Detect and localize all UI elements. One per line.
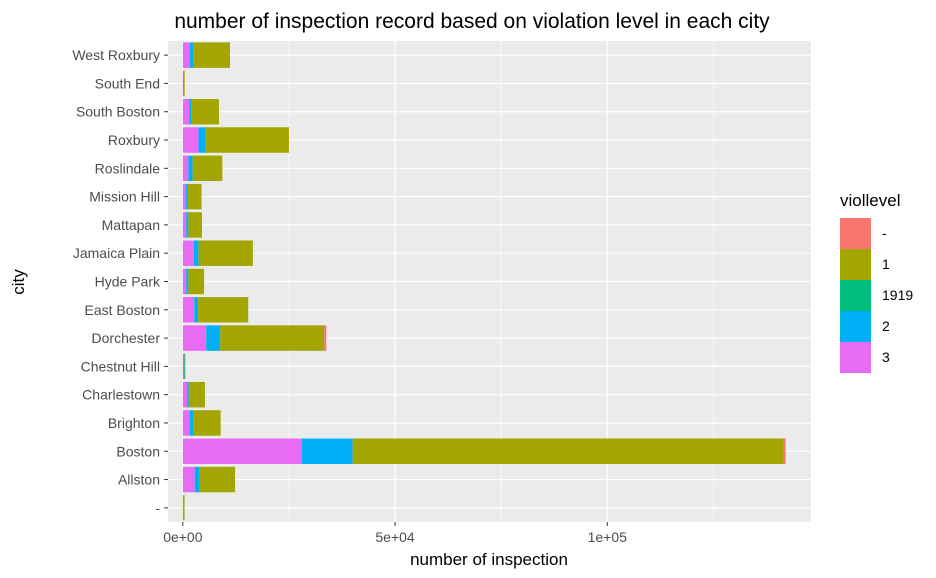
bar-segment — [191, 99, 219, 125]
bar-segment — [182, 495, 185, 521]
bar-segment — [220, 325, 325, 351]
bar-segment — [198, 240, 253, 266]
y-tick-label: Roslindale — [95, 160, 161, 176]
bar-segment — [182, 127, 199, 153]
x-tick-label: 1e+05 — [588, 529, 628, 545]
y-tick-label: - — [155, 500, 160, 516]
bar-segment — [182, 466, 195, 493]
bar-segment — [205, 127, 289, 153]
y-axis: - Allston Boston Brighton Charlestown Chestnu… — [72, 47, 168, 516]
y-tick-label: Charlestown — [82, 387, 160, 403]
bar-segment — [206, 325, 221, 351]
bar-segment — [182, 183, 186, 210]
legend: viollevel - 1 1919 2 3 — [840, 191, 913, 373]
bar-segment — [193, 410, 221, 436]
y-tick-label: Dorchester — [92, 330, 161, 346]
bar-segment — [182, 438, 302, 464]
bar-segment — [187, 381, 189, 408]
y-tick-label: Boston — [116, 443, 160, 459]
bar-segment — [198, 127, 206, 153]
y-tick-label: Roxbury — [108, 132, 160, 148]
bar-segment — [183, 353, 185, 380]
legend-label: - — [882, 225, 887, 241]
y-tick-label: Mission Hill — [89, 189, 160, 205]
bar-segment — [188, 381, 205, 408]
y-tick-label: East Boston — [85, 302, 161, 318]
y-tick-label: Allston — [118, 472, 160, 488]
legend-label: 3 — [882, 349, 890, 365]
bars — [182, 42, 786, 521]
bar-segment — [186, 212, 189, 238]
legend-key — [840, 342, 871, 373]
x-axis-title: number of inspection — [410, 550, 568, 569]
bar-segment — [188, 212, 202, 238]
bar-segment — [193, 240, 199, 266]
bar-segment — [352, 438, 784, 464]
bar-segment — [182, 353, 184, 380]
bar-segment — [182, 240, 194, 266]
y-tick-label: West Roxbury — [72, 47, 160, 63]
x-tick-label: 5e+04 — [375, 529, 415, 545]
y-axis-title: city — [9, 269, 28, 295]
y-tick-label: South End — [95, 75, 160, 91]
legend-key — [840, 280, 871, 311]
bar-segment — [324, 325, 327, 351]
legend-label: 1 — [882, 256, 890, 272]
bar-segment — [188, 268, 205, 295]
y-tick-label: Chestnut Hill — [81, 358, 160, 374]
bar-segment — [198, 466, 236, 493]
bar-segment — [190, 42, 194, 68]
bar-segment — [186, 268, 189, 295]
bar-segment — [182, 325, 207, 351]
bar-segment — [198, 297, 249, 323]
bar-segment — [183, 70, 185, 97]
bar-segment — [188, 155, 193, 182]
bar-segment — [189, 99, 192, 125]
bar-segment — [194, 466, 199, 493]
legend-key — [840, 218, 871, 249]
bar-segment — [184, 353, 186, 380]
bar-segment — [182, 42, 191, 68]
bar-segment — [182, 212, 187, 238]
bar-segment — [193, 42, 230, 68]
legend-key — [840, 249, 871, 280]
x-axis: 0e+00 5e+04 1e+05 — [163, 522, 627, 545]
bar-segment — [187, 183, 202, 210]
bar-segment — [182, 155, 189, 182]
y-tick-label: South Boston — [76, 104, 160, 120]
bar-segment — [182, 70, 184, 97]
legend-label: 2 — [882, 318, 890, 334]
chart-title: number of inspection record based on vio… — [174, 10, 770, 33]
bar-segment — [182, 410, 190, 436]
bar-segment — [182, 381, 188, 408]
bar-segment — [182, 268, 187, 295]
bar-segment — [182, 297, 195, 323]
bar-segment — [192, 155, 223, 182]
bar-segment — [783, 438, 786, 464]
legend-title: viollevel — [840, 191, 900, 210]
bar-segment — [182, 99, 190, 125]
bar-segment — [301, 438, 353, 464]
x-tick-label: 0e+00 — [163, 529, 203, 545]
y-tick-label: Brighton — [108, 415, 160, 431]
legend-key — [840, 311, 871, 342]
legend-label: 1919 — [882, 287, 913, 303]
bar-segment — [185, 183, 188, 210]
y-tick-label: Hyde Park — [95, 274, 161, 290]
y-tick-label: Mattapan — [102, 217, 160, 233]
bar-segment — [194, 297, 199, 323]
bar-segment — [189, 410, 194, 436]
y-tick-label: Jamaica Plain — [73, 245, 160, 261]
bar-segment — [183, 70, 185, 97]
